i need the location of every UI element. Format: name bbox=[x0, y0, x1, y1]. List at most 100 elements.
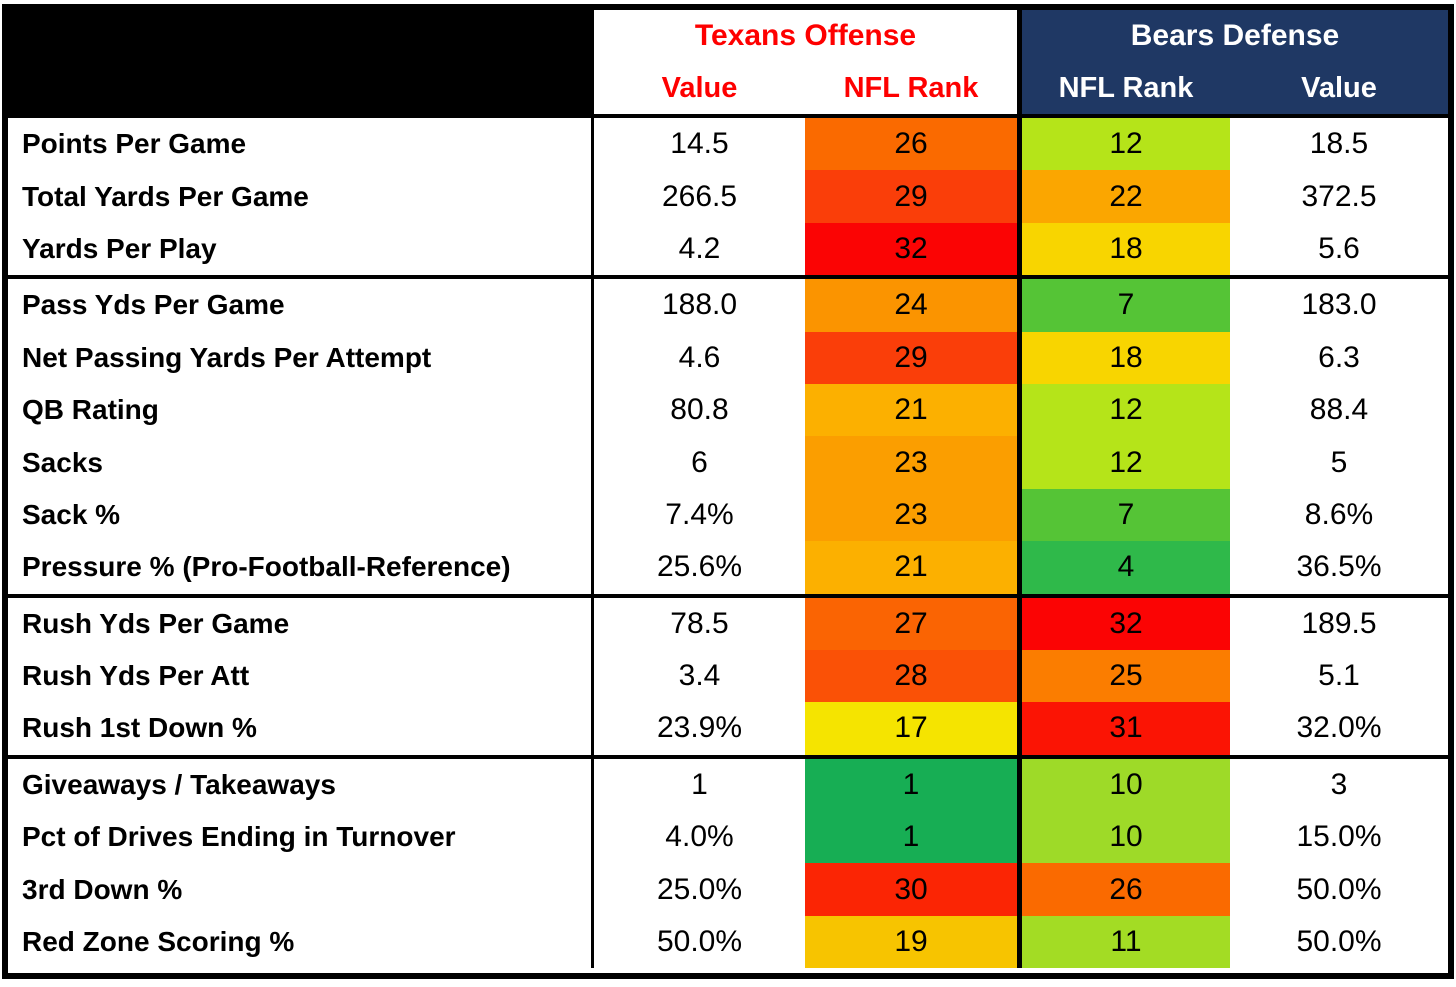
texans-value: 188.0 bbox=[661, 288, 738, 322]
bears-rank-cell: 12 bbox=[1017, 118, 1230, 171]
bears-rank-cell: 4 bbox=[1017, 541, 1230, 594]
texans-value: 1 bbox=[691, 767, 708, 801]
stat-label: Yards Per Play bbox=[8, 222, 594, 276]
column-header-row: Value NFL Rank NFL Rank Value bbox=[594, 62, 1448, 114]
texans-rank-cell: 29 bbox=[805, 170, 1017, 223]
stat-label: Rush Yds Per Game bbox=[8, 597, 594, 650]
bears-value: 183.0 bbox=[1301, 288, 1377, 322]
texans-value: 266.5 bbox=[661, 179, 738, 213]
texans-rank-cell: 32 bbox=[805, 222, 1017, 276]
stat-section: Pass Yds Per Game 188.0 24 7 183.0 Net Passin… bbox=[8, 275, 1448, 594]
table-body: Points Per Game 14.5 26 12 18.5 Total Yards P… bbox=[8, 118, 1448, 973]
bears-value: 88.4 bbox=[1309, 393, 1369, 427]
table-row: Pressure % (Pro-Football-Reference) 25.6%… bbox=[8, 541, 1448, 594]
stat-label: Rush Yds Per Att bbox=[8, 649, 594, 703]
table-row: Yards Per Play 4.2 32 18 5.6 bbox=[8, 222, 1448, 276]
bears-value: 5.1 bbox=[1318, 659, 1360, 693]
texans-value: 3.4 bbox=[678, 659, 721, 693]
stats-comparison-table: Texans Offense Bears Defense Value NFL R… bbox=[2, 4, 1454, 979]
stat-label: QB Rating bbox=[8, 383, 594, 437]
bears-rank-cell: 32 bbox=[1017, 597, 1230, 650]
texans-rank-cell: 21 bbox=[805, 541, 1017, 594]
team-title-row: Texans Offense Bears Defense bbox=[594, 10, 1448, 62]
texans-rank-cell: 19 bbox=[805, 915, 1017, 969]
texans-value: 6 bbox=[691, 445, 708, 479]
stat-label: Red Zone Scoring % bbox=[8, 915, 594, 969]
table-row: Points Per Game 14.5 26 12 18.5 bbox=[8, 118, 1448, 171]
texans-value: 25.0% bbox=[656, 872, 743, 906]
bears-value: 5 bbox=[1330, 445, 1348, 479]
table-row: Sack % 7.4% 23 7 8.6% bbox=[8, 488, 1448, 542]
stat-label: Rush 1st Down % bbox=[8, 702, 594, 755]
bears-value: 50.0% bbox=[1296, 872, 1382, 906]
stat-label: 3rd Down % bbox=[8, 863, 594, 916]
texans-rank-cell: 23 bbox=[805, 488, 1017, 542]
bears-rank-cell: 7 bbox=[1017, 488, 1230, 542]
texans-value: 4.0% bbox=[665, 820, 734, 854]
table-row: QB Rating 80.8 21 12 88.4 bbox=[8, 383, 1448, 437]
texans-value: 14.5 bbox=[670, 127, 729, 161]
texans-rank-cell: 23 bbox=[805, 436, 1017, 489]
bears-value: 15.0% bbox=[1296, 820, 1382, 854]
bears-value: 3 bbox=[1330, 767, 1348, 801]
bears-rank-cell: 31 bbox=[1017, 702, 1230, 755]
bears-rank-cell: 10 bbox=[1017, 811, 1230, 864]
table-row: Sacks 6 23 12 5 bbox=[8, 436, 1448, 489]
texans-value: 23.9% bbox=[656, 711, 743, 745]
texans-rank-cell: 1 bbox=[805, 811, 1017, 864]
table-row: Total Yards Per Game 266.5 29 22 372.5 bbox=[8, 170, 1448, 223]
bears-rank-cell: 11 bbox=[1017, 915, 1230, 969]
bears-rank-cell: 18 bbox=[1017, 331, 1230, 384]
bears-rank-cell: 7 bbox=[1017, 279, 1230, 332]
stat-section: Giveaways / Takeaways 1 1 10 3 Pct of Drives … bbox=[8, 754, 1448, 969]
texans-rank-cell: 28 bbox=[805, 649, 1017, 703]
header-right: Texans Offense Bears Defense Value NFL R… bbox=[594, 10, 1448, 114]
stat-label: Giveaways / Takeaways bbox=[8, 758, 594, 812]
bears-value: 189.5 bbox=[1301, 606, 1377, 640]
table-header: Texans Offense Bears Defense Value NFL R… bbox=[8, 10, 1448, 118]
texans-value: 25.6% bbox=[656, 550, 743, 584]
bears-rank-cell: 12 bbox=[1017, 436, 1230, 489]
stat-label: Sacks bbox=[8, 436, 594, 489]
table-row: Rush Yds Per Att 3.4 28 25 5.1 bbox=[8, 649, 1448, 703]
stat-label: Sack % bbox=[8, 488, 594, 542]
bears-value: 36.5% bbox=[1296, 550, 1382, 584]
stat-label: Pass Yds Per Game bbox=[8, 279, 594, 332]
bears-value: 50.0% bbox=[1296, 925, 1382, 959]
bears-rank-cell: 10 bbox=[1017, 758, 1230, 812]
texans-value: 4.6 bbox=[678, 340, 721, 374]
texans-rank-cell: 26 bbox=[805, 118, 1017, 171]
texans-value-column-header: Value bbox=[661, 71, 738, 104]
bears-value: 18.5 bbox=[1309, 127, 1369, 161]
bears-value: 372.5 bbox=[1301, 179, 1377, 213]
texans-rank-cell: 24 bbox=[805, 279, 1017, 332]
table-row: Giveaways / Takeaways 1 1 10 3 bbox=[8, 758, 1448, 812]
texans-rank-cell: 1 bbox=[805, 758, 1017, 812]
table-row: Red Zone Scoring % 50.0% 19 11 50.0% bbox=[8, 915, 1448, 969]
table-row: 3rd Down % 25.0% 30 26 50.0% bbox=[8, 863, 1448, 916]
texans-nfl-rank-column-header: NFL Rank bbox=[843, 71, 979, 104]
bears-rank-cell: 22 bbox=[1017, 170, 1230, 223]
bears-rank-cell: 26 bbox=[1017, 863, 1230, 916]
stat-label: Points Per Game bbox=[8, 118, 594, 171]
bears-rank-cell: 18 bbox=[1017, 222, 1230, 276]
corner-cell bbox=[8, 10, 594, 114]
stat-label: Pressure % (Pro-Football-Reference) bbox=[8, 541, 594, 594]
stat-section: Rush Yds Per Game 78.5 27 32 189.5 Rush Yds P… bbox=[8, 593, 1448, 755]
table-row: Pct of Drives Ending in Turnover 4.0% 1 10 1… bbox=[8, 811, 1448, 864]
stat-label: Net Passing Yards Per Attempt bbox=[8, 331, 594, 384]
bears-defense-title: Bears Defense bbox=[1017, 10, 1448, 62]
texans-offense-title: Texans Offense bbox=[694, 19, 917, 52]
stat-label: Total Yards Per Game bbox=[8, 170, 594, 223]
texans-rank-cell: 30 bbox=[805, 863, 1017, 916]
bears-rank-cell: 25 bbox=[1017, 649, 1230, 703]
bears-rank-cell: 12 bbox=[1017, 383, 1230, 437]
texans-value: 4.2 bbox=[678, 231, 721, 265]
bears-nfl-rank-column-header: NFL Rank bbox=[1017, 62, 1230, 114]
stat-label: Pct of Drives Ending in Turnover bbox=[8, 811, 594, 864]
texans-value: 78.5 bbox=[670, 606, 729, 640]
texans-value: 7.4% bbox=[665, 497, 734, 531]
bears-value: 8.6% bbox=[1304, 497, 1374, 531]
texans-rank-cell: 17 bbox=[805, 702, 1017, 755]
texans-rank-cell: 21 bbox=[805, 383, 1017, 437]
